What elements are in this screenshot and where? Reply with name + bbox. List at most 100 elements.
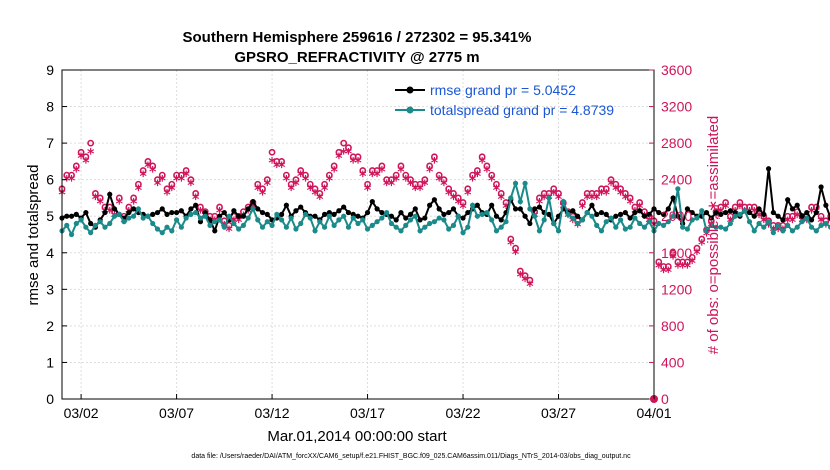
totalspread-marker [756, 220, 762, 227]
obs-assimilated-marker: * [197, 206, 205, 222]
obs-assimilated-marker: * [235, 215, 243, 231]
obs-possible-marker [502, 199, 510, 206]
totalspread-marker [785, 222, 791, 228]
rmse-marker [522, 213, 528, 219]
totalspread-marker [68, 231, 75, 238]
rmse-marker [789, 206, 796, 212]
totalspread-marker [398, 228, 404, 234]
rmse-marker [665, 206, 671, 212]
totalspread-marker [694, 215, 700, 221]
rmse-marker [799, 213, 805, 219]
totalspread-marker [484, 209, 490, 216]
obs-assimilated-marker: * [388, 178, 396, 194]
rmse-marker [73, 211, 79, 217]
totalspread-marker [379, 215, 385, 221]
totalspread-marker [274, 211, 280, 217]
totalspread-marker [498, 224, 504, 230]
rmse-marker [727, 208, 733, 214]
totalspread-marker [374, 219, 380, 225]
totalspread-marker [632, 215, 638, 221]
obs-assimilated-marker: * [130, 197, 138, 213]
obs-possible-marker [325, 171, 333, 179]
totalspread-marker [331, 222, 337, 228]
obs-possible-marker [72, 162, 80, 170]
y-axis-right-label: # of obs: o=possible; ∗=assimilated [705, 116, 722, 355]
totalspread-marker [732, 213, 738, 219]
obs-assimilated-marker: * [617, 187, 625, 203]
obs-possible-marker [82, 153, 90, 161]
obs-assimilated-marker: * [603, 187, 611, 203]
rmse-marker [255, 206, 261, 212]
totalspread-marker [450, 222, 457, 228]
rmse-marker [336, 208, 342, 214]
rmse-marker [675, 213, 681, 219]
rmse-marker [780, 217, 786, 223]
obs-possible-marker [488, 171, 496, 179]
obs-possible-marker [77, 148, 85, 156]
rmse-marker [512, 206, 519, 212]
rmse-marker [279, 211, 285, 217]
totalspread-marker [140, 215, 146, 221]
x-tick-label: 03/07 [159, 405, 194, 421]
totalspread-marker [589, 213, 595, 219]
obs-assimilated-marker: * [383, 178, 391, 194]
obs-assimilated-marker: * [588, 192, 596, 208]
rmse-marker [407, 211, 414, 217]
obs-assimilated-marker: * [593, 192, 601, 208]
obs-possible-marker [516, 267, 524, 275]
obs-assimilated-marker: * [378, 165, 386, 181]
obs-possible-marker [512, 244, 519, 252]
totalspread-marker [83, 224, 89, 230]
obs-assimilated-marker: * [483, 165, 491, 181]
totalspread-marker [135, 206, 141, 212]
obs-possible-marker [464, 185, 472, 193]
obs-possible-marker [297, 167, 305, 174]
obs-assimilated-marker: * [827, 215, 830, 231]
obs-assimilated-marker: * [794, 210, 802, 226]
totalspread-marker [107, 220, 113, 227]
rmse-marker [83, 209, 89, 216]
obs-assimilated-marker: * [68, 174, 76, 190]
rmse-marker [689, 209, 695, 216]
y-right-tick-label: 800 [661, 318, 685, 334]
totalspread-marker [579, 217, 585, 223]
totalspread-marker [302, 211, 309, 217]
obs-possible-marker [144, 157, 152, 165]
totalspread-marker [283, 224, 289, 230]
obs-possible-marker [440, 176, 448, 184]
obs-possible-marker [750, 203, 758, 211]
obs-possible-marker [87, 139, 95, 147]
obs-possible-marker [263, 176, 271, 184]
totalspread-marker [427, 220, 433, 227]
totalspread-marker [689, 217, 695, 223]
totalspread-marker [102, 224, 108, 230]
totalspread-marker [799, 219, 805, 225]
totalspread-marker [326, 213, 332, 219]
obs-assimilated-marker: * [579, 201, 587, 217]
obs-possible-marker [421, 176, 429, 184]
obs-assimilated-marker: * [345, 146, 353, 162]
rmse-marker [431, 197, 437, 203]
x-tick-label: 03/12 [255, 405, 290, 421]
totalspread-marker [794, 224, 800, 230]
obs-possible-marker [125, 203, 133, 211]
rmse-marker [594, 211, 600, 217]
y-left-tick-label: 6 [46, 172, 54, 188]
legend-spread-marker [406, 106, 414, 114]
obs-possible-marker [521, 272, 529, 280]
totalspread-marker [221, 224, 227, 230]
obs-possible-marker [602, 185, 610, 193]
obs-assimilated-marker: * [416, 183, 424, 199]
totalspread-marker [637, 220, 643, 227]
y-right-tick-label: 400 [661, 354, 685, 370]
obs-assimilated-marker: * [712, 210, 720, 226]
rmse-marker [293, 208, 299, 214]
rmse-marker [813, 209, 819, 216]
totalspread-marker [298, 220, 304, 227]
rmse-marker [785, 197, 791, 203]
rmse-marker [398, 209, 404, 216]
footnote: data file: /Users/raeder/DAI/ATM_forcXX/… [191, 453, 631, 460]
rmse-marker [111, 206, 118, 212]
rmse-marker [436, 206, 442, 212]
obs-possible-marker [68, 171, 75, 179]
